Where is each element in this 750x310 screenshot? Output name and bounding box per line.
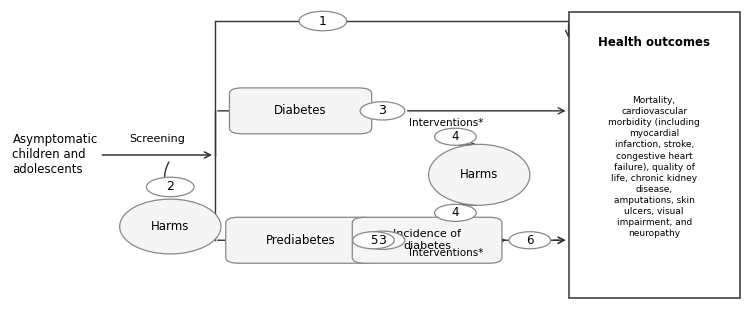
Circle shape xyxy=(299,11,346,31)
Circle shape xyxy=(352,232,395,249)
FancyBboxPatch shape xyxy=(230,88,372,134)
Text: Mortality,
cardiovascular
morbidity (including
myocardial
infarction, stroke,
co: Mortality, cardiovascular morbidity (inc… xyxy=(608,96,700,238)
Circle shape xyxy=(146,177,194,197)
Ellipse shape xyxy=(428,144,530,205)
Ellipse shape xyxy=(120,199,221,254)
Text: 3: 3 xyxy=(379,104,386,117)
Text: Asymptomatic
children and
adolescents: Asymptomatic children and adolescents xyxy=(13,134,98,176)
Text: Incidence of
diabetes: Incidence of diabetes xyxy=(393,229,461,251)
Circle shape xyxy=(360,231,405,249)
Text: 2: 2 xyxy=(166,180,174,193)
Text: Harms: Harms xyxy=(151,220,190,233)
Circle shape xyxy=(360,102,405,120)
Circle shape xyxy=(509,232,550,249)
Text: 6: 6 xyxy=(526,234,533,247)
Text: Interventions*: Interventions* xyxy=(409,248,483,258)
Text: Interventions*: Interventions* xyxy=(409,118,483,128)
FancyBboxPatch shape xyxy=(352,217,502,263)
Text: 5: 5 xyxy=(370,234,377,247)
Circle shape xyxy=(434,204,476,221)
Text: Prediabetes: Prediabetes xyxy=(266,234,335,247)
Bar xyxy=(568,12,740,298)
Text: Harms: Harms xyxy=(460,168,499,181)
Text: 3: 3 xyxy=(379,234,386,247)
Text: Diabetes: Diabetes xyxy=(274,104,327,117)
FancyBboxPatch shape xyxy=(226,217,375,263)
Text: 1: 1 xyxy=(319,15,327,28)
Text: 4: 4 xyxy=(452,206,459,219)
Circle shape xyxy=(434,128,476,145)
Text: Screening: Screening xyxy=(129,134,185,144)
Text: Health outcomes: Health outcomes xyxy=(598,36,710,49)
Text: 4: 4 xyxy=(452,130,459,143)
